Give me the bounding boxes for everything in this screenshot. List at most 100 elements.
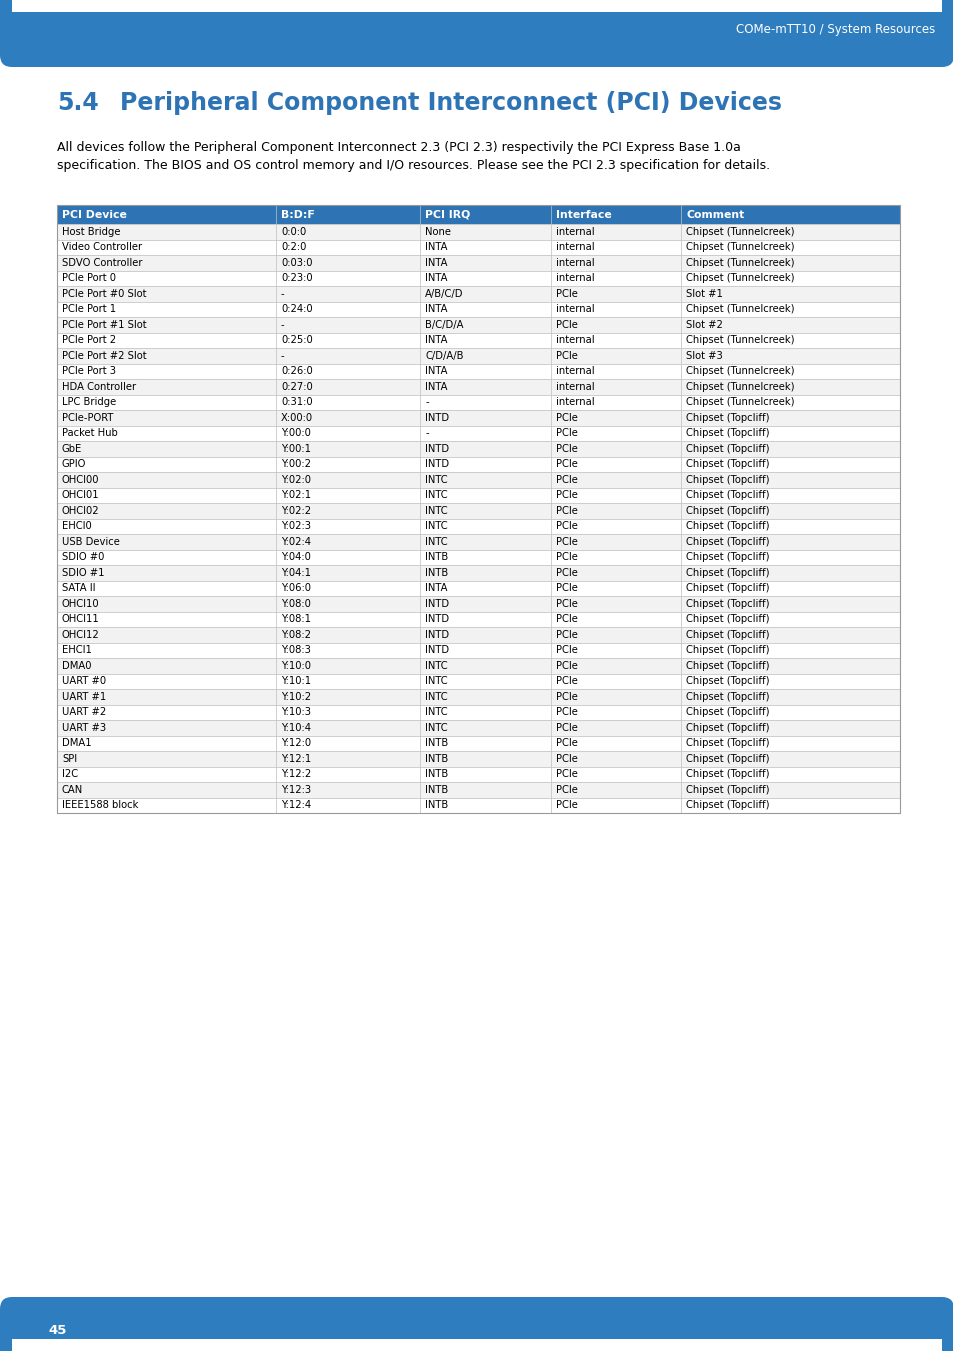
Text: Chipset (Topcliff): Chipset (Topcliff): [685, 785, 769, 794]
Text: Chipset (Topcliff): Chipset (Topcliff): [685, 428, 769, 438]
Text: INTB: INTB: [425, 769, 448, 780]
Text: PCIe Port 0: PCIe Port 0: [62, 273, 116, 284]
Bar: [550, 349, 680, 363]
Text: INTC: INTC: [425, 692, 448, 701]
Text: Chipset (Topcliff): Chipset (Topcliff): [685, 598, 769, 609]
Text: Chipset (Tunnelcreek): Chipset (Tunnelcreek): [685, 397, 794, 407]
Text: Chipset (Tunnelcreek): Chipset (Tunnelcreek): [685, 335, 794, 346]
Bar: [57, 426, 275, 440]
Text: Y:12:2: Y:12:2: [280, 769, 311, 780]
Text: PCIe: PCIe: [555, 536, 577, 547]
Text: PCIe: PCIe: [555, 738, 577, 748]
Bar: [57, 380, 275, 394]
Bar: [275, 224, 420, 239]
Bar: [57, 332, 275, 349]
Text: Y:12:4: Y:12:4: [280, 800, 311, 811]
Text: Chipset (Topcliff): Chipset (Topcliff): [685, 536, 769, 547]
Bar: [420, 674, 550, 689]
Bar: [680, 317, 899, 332]
Text: -: -: [280, 351, 284, 361]
Bar: [57, 488, 275, 503]
Bar: [680, 224, 899, 239]
Bar: [275, 596, 420, 612]
Text: INTA: INTA: [425, 335, 447, 346]
Text: I2C: I2C: [62, 769, 78, 780]
Bar: [420, 797, 550, 813]
Text: OHCI00: OHCI00: [62, 474, 99, 485]
Text: Y:10:0: Y:10:0: [280, 661, 311, 670]
Bar: [275, 565, 420, 581]
Bar: [275, 519, 420, 534]
Bar: [420, 255, 550, 270]
Text: PCIe: PCIe: [555, 754, 577, 763]
Bar: [550, 440, 680, 457]
Bar: [550, 409, 680, 426]
Bar: [680, 766, 899, 782]
Text: PCIe: PCIe: [555, 567, 577, 578]
Bar: [57, 503, 275, 519]
Text: -: -: [280, 320, 284, 330]
Bar: [57, 286, 275, 301]
Bar: [420, 409, 550, 426]
Text: SDIO #1: SDIO #1: [62, 567, 105, 578]
Bar: [275, 394, 420, 409]
Bar: [275, 301, 420, 317]
Text: Slot #3: Slot #3: [685, 351, 722, 361]
Bar: [275, 581, 420, 596]
Text: internal: internal: [555, 366, 594, 376]
Text: PCIe: PCIe: [555, 630, 577, 640]
Bar: [550, 332, 680, 349]
Text: 0:25:0: 0:25:0: [280, 335, 313, 346]
Bar: [57, 239, 275, 255]
Bar: [57, 689, 275, 704]
Text: Chipset (Tunnelcreek): Chipset (Tunnelcreek): [685, 273, 794, 284]
Text: UART #3: UART #3: [62, 723, 106, 732]
Text: Chipset (Topcliff): Chipset (Topcliff): [685, 661, 769, 670]
Text: Y:12:3: Y:12:3: [280, 785, 311, 794]
Bar: [420, 270, 550, 286]
Text: OHCI11: OHCI11: [62, 615, 100, 624]
Text: PCIe: PCIe: [555, 677, 577, 686]
Text: PCIe: PCIe: [555, 505, 577, 516]
Text: PCIe: PCIe: [555, 289, 577, 299]
Bar: [680, 457, 899, 471]
Text: INTC: INTC: [425, 708, 448, 717]
Bar: [550, 704, 680, 720]
Bar: [420, 565, 550, 581]
Bar: [941, 0, 953, 14]
Bar: [57, 457, 275, 471]
Text: INTA: INTA: [425, 382, 447, 392]
Text: INTB: INTB: [425, 754, 448, 763]
Text: Y:00:2: Y:00:2: [280, 459, 311, 469]
Bar: [420, 643, 550, 658]
Text: UART #2: UART #2: [62, 708, 106, 717]
Bar: [275, 255, 420, 270]
Bar: [57, 627, 275, 643]
Bar: [680, 643, 899, 658]
Bar: [275, 349, 420, 363]
Bar: [57, 317, 275, 332]
Text: DMA1: DMA1: [62, 738, 91, 748]
Text: internal: internal: [555, 227, 594, 236]
Bar: [0, 0, 953, 12]
Bar: [420, 612, 550, 627]
Text: Chipset (Tunnelcreek): Chipset (Tunnelcreek): [685, 242, 794, 253]
Text: INTB: INTB: [425, 553, 448, 562]
Text: internal: internal: [555, 304, 594, 315]
Text: Y:10:3: Y:10:3: [280, 708, 311, 717]
Text: INTC: INTC: [425, 521, 448, 531]
Bar: [57, 581, 275, 596]
Bar: [550, 643, 680, 658]
Text: INTC: INTC: [425, 677, 448, 686]
Bar: [57, 766, 275, 782]
Bar: [275, 332, 420, 349]
Bar: [57, 471, 275, 488]
Bar: [57, 550, 275, 565]
Bar: [550, 286, 680, 301]
Bar: [57, 643, 275, 658]
Text: Y:02:4: Y:02:4: [280, 536, 311, 547]
Text: PCIe: PCIe: [555, 708, 577, 717]
Text: Slot #1: Slot #1: [685, 289, 722, 299]
Bar: [680, 301, 899, 317]
Text: PCIe: PCIe: [555, 692, 577, 701]
